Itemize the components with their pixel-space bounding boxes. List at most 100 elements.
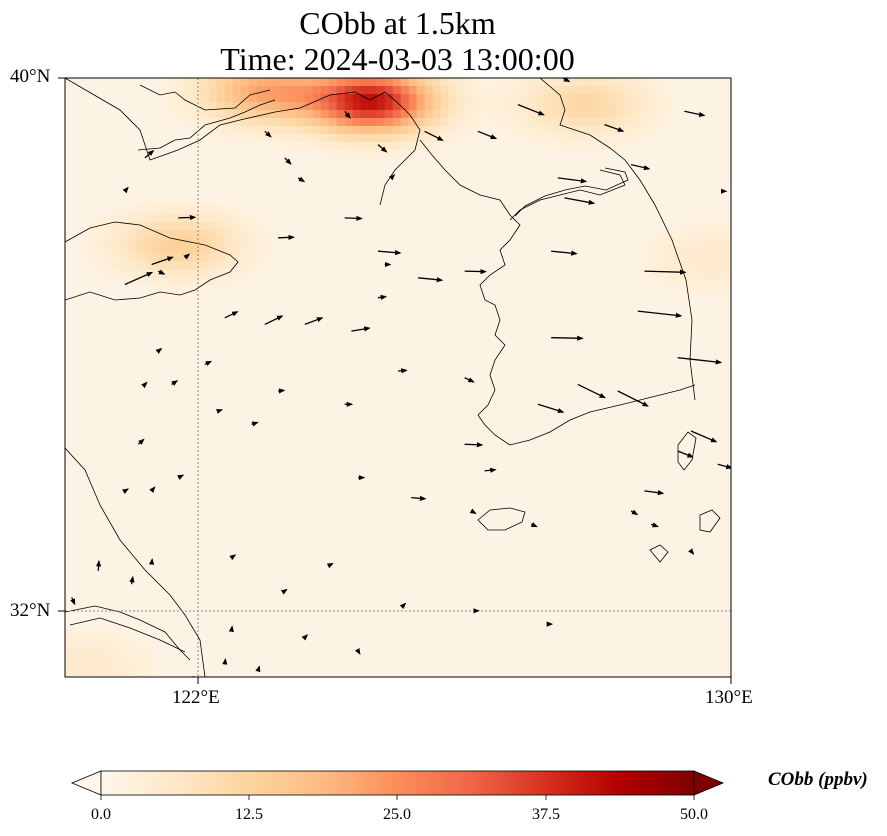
heat-cell — [616, 94, 625, 103]
heat-cell — [105, 261, 114, 271]
heat-cell — [408, 141, 418, 151]
heat-cell — [520, 118, 530, 127]
heat-cell — [704, 269, 713, 279]
heat-cell — [168, 221, 178, 231]
heat-cell — [120, 253, 130, 263]
heat-cell — [400, 110, 410, 119]
heat-cell — [336, 126, 346, 135]
heat-cell — [664, 245, 673, 255]
heat-cell — [184, 78, 194, 87]
heat-cell — [232, 237, 242, 247]
heat-cell — [368, 149, 378, 159]
heat-cell — [536, 78, 546, 87]
heat-cell — [89, 229, 98, 239]
heat-cell — [208, 253, 218, 263]
heat-cell — [192, 110, 202, 119]
heat-cell — [552, 78, 562, 87]
heat-cell — [65, 637, 74, 646]
heat-cell — [384, 86, 394, 95]
heat-cell — [168, 229, 178, 239]
heat-cell — [312, 110, 322, 119]
heat-cell — [136, 213, 146, 223]
wind-vector — [469, 508, 477, 514]
heat-cell — [416, 126, 426, 135]
heat-cell — [296, 118, 306, 127]
heat-cell — [192, 277, 202, 287]
heat-cell — [248, 213, 258, 223]
heat-cell — [728, 245, 731, 255]
heat-cell — [608, 102, 618, 111]
heat-cell — [728, 269, 731, 279]
heat-cell — [664, 237, 673, 247]
heat-cell — [528, 110, 538, 119]
heat-cell — [408, 86, 418, 95]
heat-cell — [504, 126, 514, 135]
heat-cell — [105, 645, 114, 654]
heat-cell — [144, 277, 154, 287]
heat-cell — [640, 94, 649, 103]
heat-cell — [113, 645, 122, 654]
heat-cell — [624, 118, 633, 127]
heat-cell — [272, 86, 282, 95]
heat-cell — [288, 94, 298, 103]
wind-vector — [377, 144, 388, 153]
heat-cell — [544, 86, 554, 95]
heat-cell — [320, 102, 330, 111]
heat-cell — [105, 245, 114, 255]
heat-cell — [720, 221, 729, 231]
heat-cell — [144, 661, 154, 670]
heat-cell — [168, 110, 178, 119]
wind-vector — [684, 110, 706, 117]
heat-cell — [648, 253, 657, 263]
wind-vector — [577, 383, 606, 399]
heat-cell — [560, 110, 570, 119]
heat-cell — [592, 118, 602, 127]
heat-cell — [65, 645, 74, 654]
heat-cell — [176, 221, 186, 231]
heat-cell — [728, 221, 731, 231]
heat-cell — [496, 118, 506, 127]
heat-cell — [120, 669, 130, 677]
heat-cell — [192, 245, 202, 255]
heat-cell — [720, 229, 729, 239]
heat-cell — [632, 126, 641, 135]
heat-cell — [248, 261, 258, 271]
heat-cell — [216, 269, 226, 279]
heat-cell — [216, 213, 226, 223]
heat-cell — [432, 94, 442, 103]
wind-vector — [344, 110, 351, 119]
heat-cell — [168, 245, 178, 255]
heat-cell — [224, 269, 234, 279]
heat-cell — [720, 237, 729, 247]
wind-vector — [677, 450, 694, 458]
heat-cell — [152, 205, 162, 215]
heat-cell — [264, 126, 274, 135]
heat-cell — [536, 94, 546, 103]
heat-cell — [73, 645, 82, 654]
heat-cell — [128, 277, 138, 287]
heat-cell — [113, 629, 122, 638]
heat-cell — [464, 118, 474, 127]
heat-cell — [128, 237, 138, 247]
heat-cell — [216, 126, 226, 135]
heat-cell — [408, 110, 418, 119]
heat-cell — [368, 133, 378, 143]
heat-cell — [600, 102, 610, 111]
heat-cell — [144, 261, 154, 271]
wind-vector — [717, 463, 731, 470]
heat-cell — [192, 197, 202, 207]
heat-cell — [520, 110, 530, 119]
heat-cell — [592, 110, 602, 119]
heat-cell — [121, 677, 130, 686]
heat-cell — [664, 261, 673, 271]
heat-cell — [272, 141, 282, 151]
heat-cell — [192, 94, 202, 103]
heat-cell — [360, 110, 370, 119]
heat-cell — [120, 221, 130, 231]
wind-vector — [399, 602, 407, 610]
heat-cell — [224, 94, 234, 103]
heat-cell — [400, 78, 410, 87]
heat-cell — [200, 94, 210, 103]
wind-vector — [644, 269, 687, 275]
wind-vector — [224, 311, 239, 319]
